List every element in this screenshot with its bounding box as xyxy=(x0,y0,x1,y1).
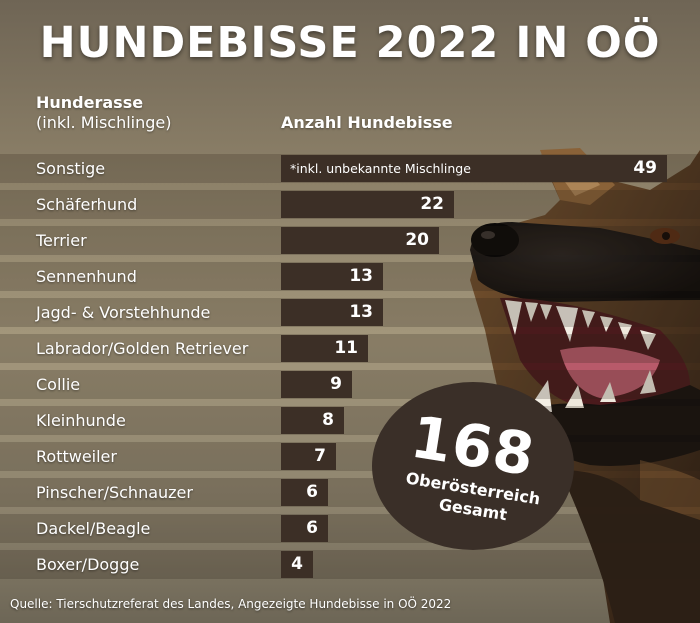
bar-value-label: 8 xyxy=(322,410,334,430)
bar-footnote: *inkl. unbekannte Mischlinge xyxy=(290,161,471,176)
bar-value-label: 49 xyxy=(633,158,657,178)
bar-value-label: 7 xyxy=(314,446,326,466)
bar-value-label: 6 xyxy=(306,482,318,502)
bar xyxy=(281,371,352,398)
bar-value-label: 13 xyxy=(349,266,373,286)
row-band xyxy=(0,550,700,579)
bar xyxy=(281,515,328,542)
category-label: Boxer/Dogge xyxy=(36,555,140,574)
bar-value-label: 4 xyxy=(291,554,303,574)
category-label: Pinscher/Schnauzer xyxy=(36,483,193,502)
bar xyxy=(281,155,667,182)
row-band xyxy=(0,442,700,471)
category-label: Jagd- & Vorstehhunde xyxy=(36,303,211,322)
bar xyxy=(281,263,383,290)
bar xyxy=(281,335,368,362)
category-label: Terrier xyxy=(36,231,87,250)
count-column-header: Anzahl Hundebisse xyxy=(281,113,453,132)
category-label: Collie xyxy=(36,375,81,394)
row-band xyxy=(0,514,700,543)
bar-value-label: 9 xyxy=(330,374,342,394)
breed-column-subheader: (inkl. Mischlinge) xyxy=(36,113,172,132)
category-label: Sennenhund xyxy=(36,267,137,286)
category-label: Kleinhunde xyxy=(36,411,126,430)
row-band xyxy=(0,406,700,435)
category-label: Labrador/Golden Retriever xyxy=(36,339,249,358)
breed-column-header: Hunderasse xyxy=(36,93,144,112)
category-label: Schäferhund xyxy=(36,195,138,214)
source-note: Quelle: Tierschutzreferat des Landes, An… xyxy=(10,597,452,611)
category-label: Dackel/Beagle xyxy=(36,519,151,538)
page-title: HUNDEBISSE 2022 IN OÖ xyxy=(39,18,661,68)
category-label: Rottweiler xyxy=(36,447,117,466)
bar xyxy=(281,479,328,506)
bar xyxy=(281,551,313,578)
bar xyxy=(281,191,454,218)
bar-value-label: 20 xyxy=(405,230,429,250)
bar xyxy=(281,407,344,434)
bar-value-label: 6 xyxy=(306,518,318,538)
category-label: Sonstige xyxy=(36,159,106,178)
row-band xyxy=(0,478,700,507)
bar xyxy=(281,227,439,254)
bar xyxy=(281,299,383,326)
bar xyxy=(281,443,336,470)
bar-value-label: 11 xyxy=(334,338,358,358)
total-badge xyxy=(372,382,574,550)
bar-value-label: 22 xyxy=(420,194,444,214)
bar-value-label: 13 xyxy=(349,302,373,322)
